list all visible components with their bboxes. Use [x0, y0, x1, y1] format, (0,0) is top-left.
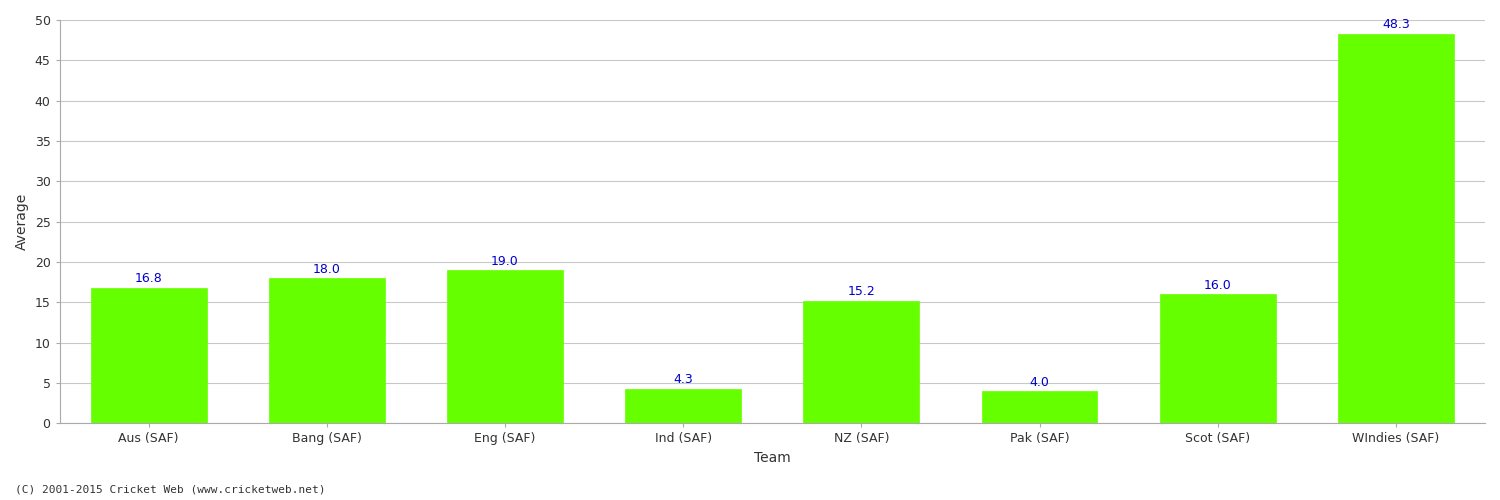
Text: 19.0: 19.0 — [490, 254, 519, 268]
Text: 16.0: 16.0 — [1204, 279, 1231, 292]
Y-axis label: Average: Average — [15, 193, 28, 250]
Bar — [1338, 34, 1454, 424]
Bar — [626, 388, 741, 424]
Text: 48.3: 48.3 — [1382, 18, 1410, 32]
Text: 4.3: 4.3 — [674, 374, 693, 386]
Bar — [1160, 294, 1275, 424]
Text: 16.8: 16.8 — [135, 272, 162, 285]
Bar — [268, 278, 386, 424]
Text: 4.0: 4.0 — [1029, 376, 1050, 388]
Text: 15.2: 15.2 — [847, 286, 876, 298]
Text: (C) 2001-2015 Cricket Web (www.cricketweb.net): (C) 2001-2015 Cricket Web (www.cricketwe… — [15, 485, 326, 495]
Text: 18.0: 18.0 — [314, 263, 340, 276]
Bar — [804, 301, 920, 424]
Bar — [92, 288, 207, 424]
Bar — [447, 270, 562, 424]
Bar — [981, 391, 1098, 424]
X-axis label: Team: Team — [754, 451, 790, 465]
